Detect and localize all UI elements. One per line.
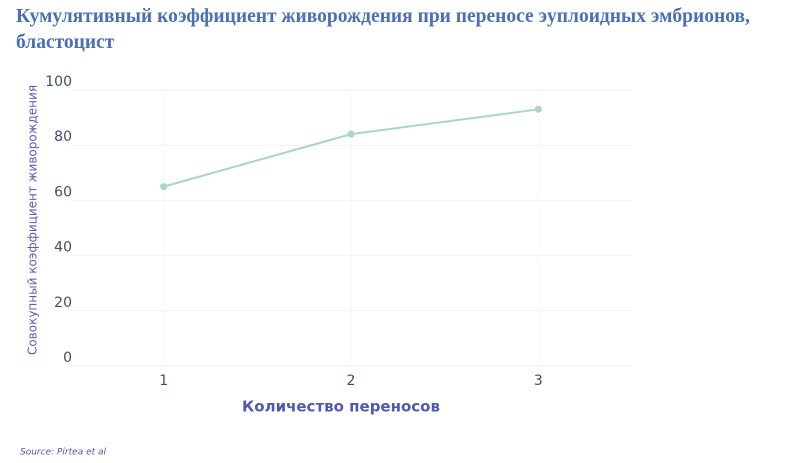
data-point [160, 183, 168, 191]
chart-title: Кумулятивный коэффициент живорождения пр… [16, 6, 750, 53]
y-tick-label: 40 [54, 240, 72, 256]
source-note: Source: Pirtea et al [20, 448, 107, 458]
y-tick-label: 100 [45, 74, 72, 90]
x-tick-label: 2 [347, 373, 356, 389]
x-tick-label: 3 [534, 373, 543, 389]
x-tick-label: 1 [159, 373, 168, 389]
y-tick-label: 80 [54, 129, 72, 145]
x-axis-title: Количество переносов [242, 398, 440, 416]
y-tick-label: 60 [54, 184, 72, 200]
data-point [534, 105, 542, 113]
y-tick-label: 20 [54, 295, 72, 311]
y-tick-label: 0 [63, 350, 72, 366]
data-point [347, 130, 355, 138]
y-axis-title: Совокупный коэффициент живорождения [26, 85, 40, 355]
